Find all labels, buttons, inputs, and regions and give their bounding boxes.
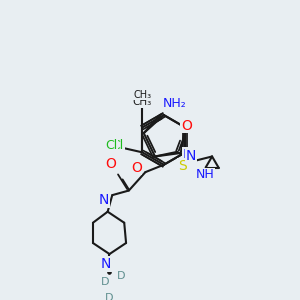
Text: CH₃: CH₃ [133, 90, 151, 100]
Text: N: N [100, 257, 111, 271]
Text: Cl: Cl [111, 140, 124, 152]
Text: NH₂: NH₂ [163, 97, 187, 110]
Text: N: N [183, 148, 193, 162]
Text: D: D [117, 271, 125, 281]
Text: S: S [178, 158, 187, 172]
Text: N: N [186, 149, 196, 163]
Text: O: O [105, 157, 116, 171]
Text: Cl: Cl [105, 140, 117, 152]
Text: D: D [101, 277, 110, 287]
Text: N: N [99, 193, 109, 207]
Text: NH: NH [196, 168, 214, 182]
Text: O: O [181, 118, 192, 133]
Text: O: O [131, 160, 142, 175]
Text: CH₃: CH₃ [133, 97, 152, 107]
Text: D: D [105, 293, 114, 300]
